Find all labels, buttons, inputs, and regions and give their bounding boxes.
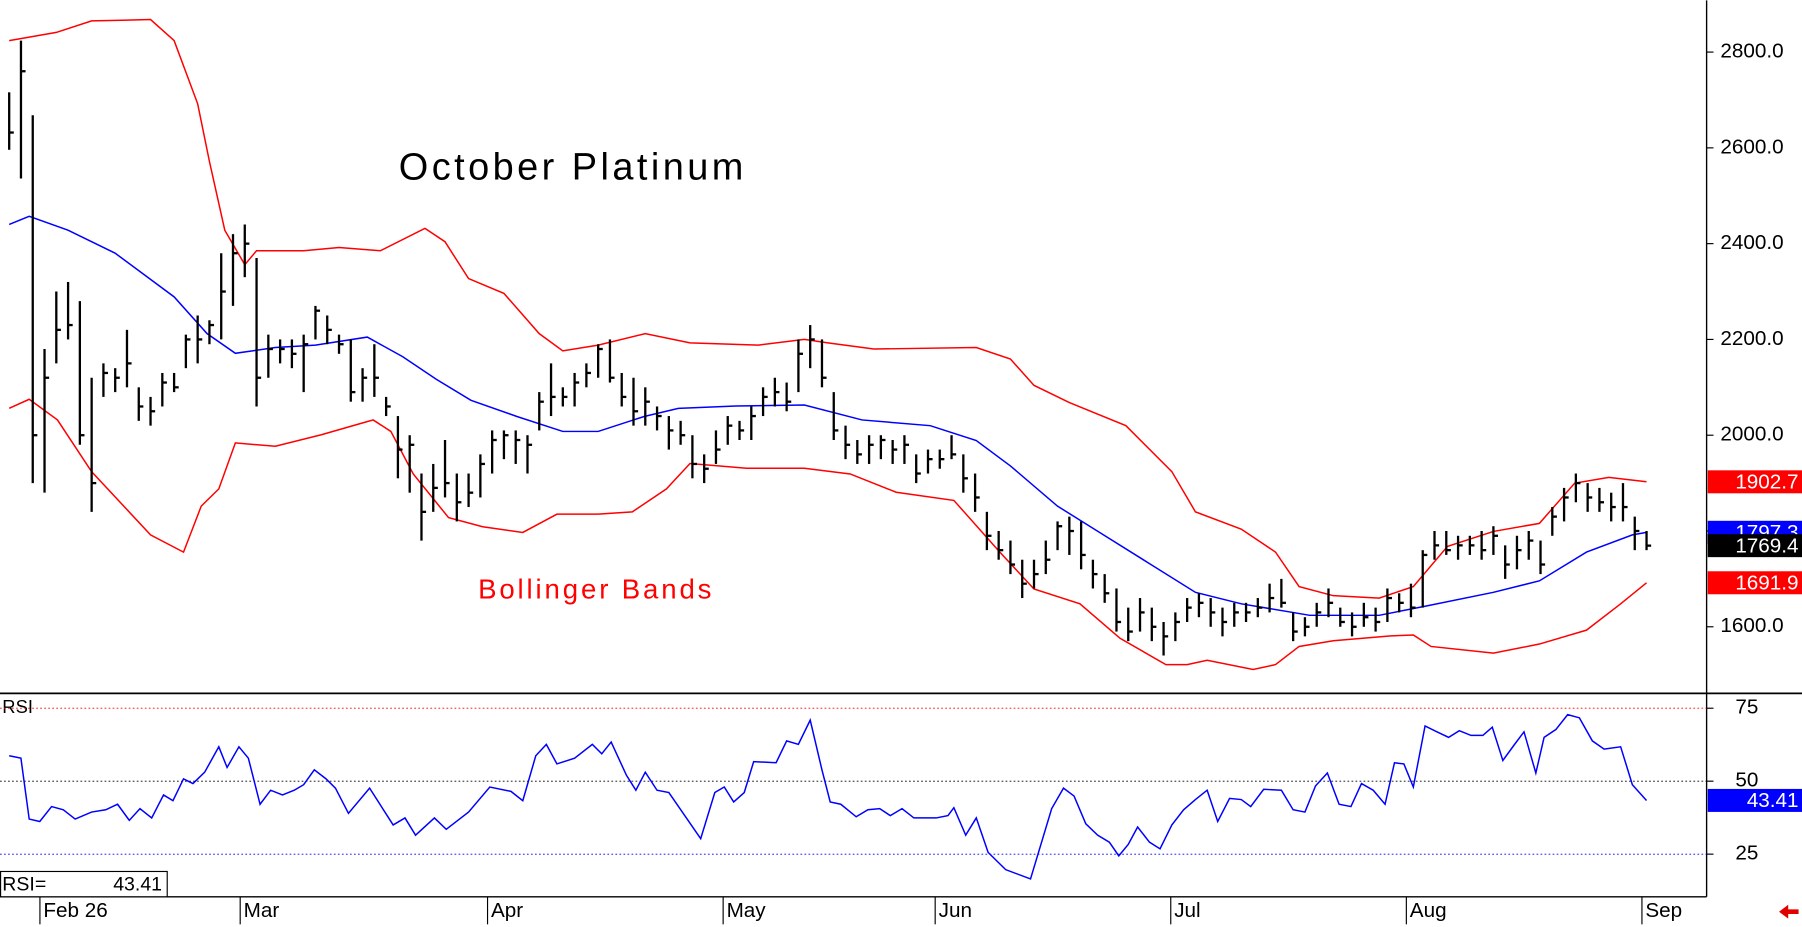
y-tick-label: 75 bbox=[1735, 696, 1758, 719]
scroll-arrow[interactable] bbox=[1779, 904, 1799, 919]
y-tick-label: 2200.0 bbox=[1720, 327, 1783, 350]
x-tick-label: Aug bbox=[1410, 899, 1447, 922]
x-tick-label: May bbox=[727, 899, 767, 922]
rsi-label: RSI bbox=[2, 696, 33, 717]
y-tick-label: 2800.0 bbox=[1720, 40, 1783, 63]
x-tick-label: Jun bbox=[939, 899, 972, 922]
value-box bbox=[1707, 470, 1802, 494]
x-tick-label: Jul bbox=[1174, 899, 1200, 922]
value-box-label: 43.41 bbox=[1747, 789, 1799, 812]
readout-label: RSI= bbox=[2, 873, 46, 895]
bollinger-band bbox=[9, 18, 1647, 599]
y-tick-label: 2400.0 bbox=[1720, 231, 1783, 254]
bollinger-band bbox=[8, 215, 1647, 617]
x-tick-label: Apr bbox=[491, 899, 523, 922]
value-box-label: 1691.9 bbox=[1735, 571, 1798, 594]
rsi-line bbox=[9, 713, 1648, 880]
value-box bbox=[1707, 534, 1802, 558]
readout-box bbox=[0, 870, 168, 898]
y-tick-label: 1600.0 bbox=[1720, 614, 1783, 637]
x-tick-label: Feb 26 bbox=[43, 899, 107, 922]
chart-title: October Platinum bbox=[399, 146, 747, 188]
value-box bbox=[1707, 788, 1802, 812]
value-box-label: 1769.4 bbox=[1735, 534, 1798, 557]
readout-value: 43.41 bbox=[113, 873, 162, 895]
bollinger-band bbox=[8, 398, 1647, 671]
y-tick-label: 50 bbox=[1735, 769, 1758, 792]
value-box bbox=[1707, 571, 1802, 595]
y-tick-label: 2600.0 bbox=[1720, 135, 1783, 158]
y-tick-label: 2000.0 bbox=[1720, 423, 1783, 446]
y-tick-label: 25 bbox=[1735, 842, 1758, 865]
x-tick-label: Mar bbox=[244, 899, 280, 922]
x-tick-label: Sep bbox=[1645, 899, 1682, 922]
value-box-label: 1902.7 bbox=[1735, 470, 1798, 493]
annotation: Bollinger Bands bbox=[478, 573, 714, 604]
